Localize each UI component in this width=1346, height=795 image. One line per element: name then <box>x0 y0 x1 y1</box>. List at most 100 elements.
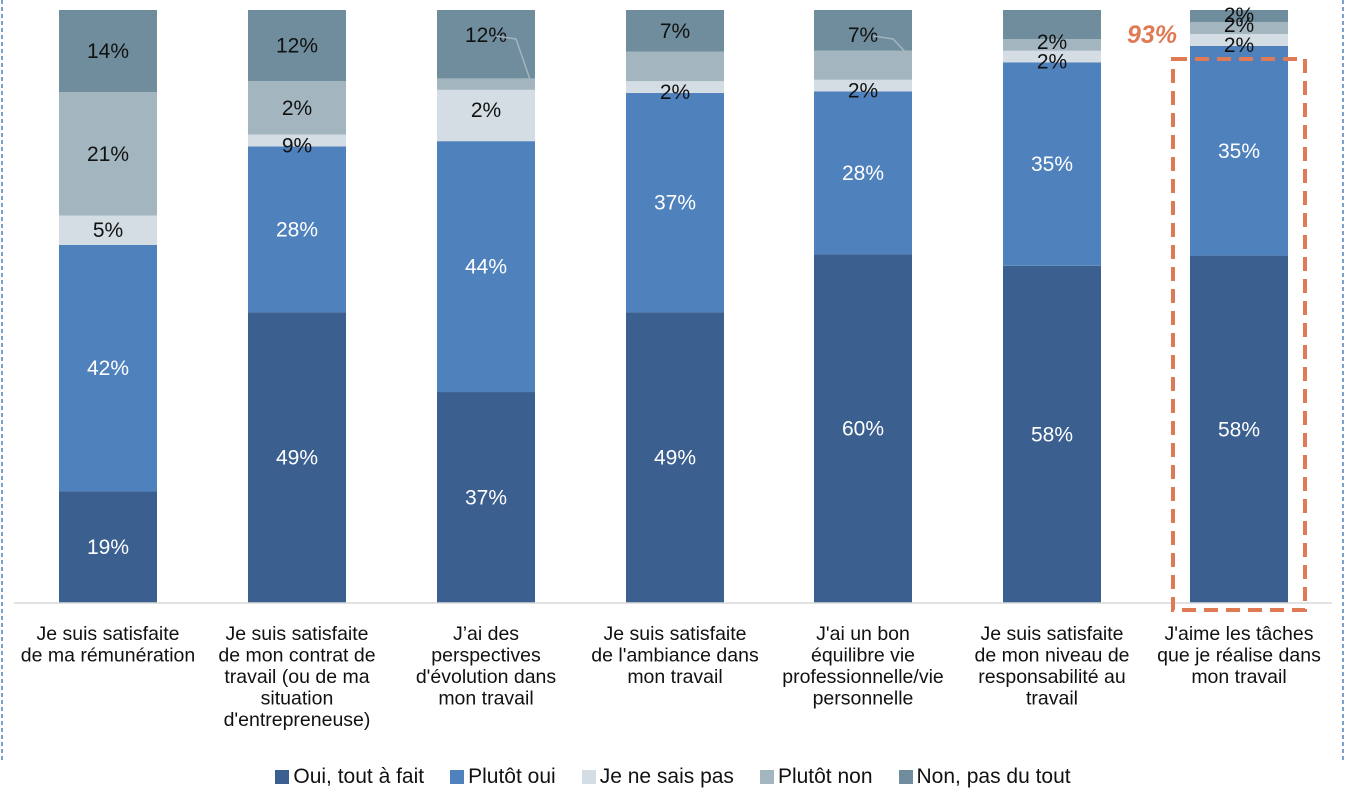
segment-labels-group: 19% 42% 5% 21% 14% 49% 28% 9% 2% 12% 37% 44% 2% 12% 49… <box>87 4 1260 559</box>
bar-segment <box>248 146 346 313</box>
bar-segment <box>437 141 535 393</box>
bar-segment <box>1003 10 1101 40</box>
bar-segment <box>814 79 912 92</box>
leader-line <box>495 35 532 83</box>
legend-label: Oui, tout à fait <box>293 765 425 788</box>
category-label: Je suis satisfaite de mon niveau de respon… <box>974 623 1129 710</box>
highlight-label: 93% <box>1127 21 1177 49</box>
bar-segment <box>59 491 157 603</box>
data-label: 2% <box>848 80 878 103</box>
category-label: J’ai des perspectives d'évolution dans mon … <box>416 623 557 710</box>
category-label: Je suis satisfaite de l'ambiance dans mon … <box>591 623 759 688</box>
data-label: 7% <box>660 20 690 43</box>
stacked-bar-chart: 19% 42% 5% 21% 14% 49% 28% 9% 2% 12% 37% 44% 2% 12% 49… <box>1 0 1344 760</box>
bar-segment <box>437 78 535 90</box>
leader-lines-group <box>495 35 909 83</box>
data-label: 21% <box>87 143 129 166</box>
data-label: 49% <box>654 447 696 470</box>
category-labels-group: Je suis satisfaite de ma rémunération Je s… <box>21 623 1321 731</box>
legend-swatch <box>759 770 774 784</box>
data-label: 2% <box>1224 4 1254 27</box>
data-label: 2% <box>471 99 501 122</box>
data-label: 2% <box>660 81 690 104</box>
data-label: 35% <box>1031 153 1073 176</box>
bar-segment <box>1003 62 1101 266</box>
legend-swatch <box>581 770 596 784</box>
legend-item: Plutôt non <box>759 765 873 789</box>
data-label: 49% <box>276 447 318 470</box>
category-label: J'ai un bon équilibre vie professionnelle/… <box>782 623 944 710</box>
bar-segment <box>437 89 535 142</box>
legend-label: Je ne sais pas <box>599 765 734 788</box>
legend-swatch <box>450 770 465 784</box>
category-label: Je suis satisfaite de mon contrat de trava… <box>218 623 375 731</box>
data-label: 28% <box>276 218 318 241</box>
bar-segment <box>1003 39 1101 51</box>
highlight-group: 93% <box>1127 21 1307 612</box>
legend-item: Plutôt oui <box>450 765 556 789</box>
data-label: 5% <box>93 219 123 242</box>
legend-swatch <box>275 770 290 784</box>
data-label: 12% <box>276 35 318 58</box>
bar-segment <box>248 81 346 135</box>
data-label: 9% <box>282 134 312 157</box>
bar-segment <box>814 10 912 51</box>
bar-segment <box>626 51 724 82</box>
bar-segment <box>1003 265 1101 603</box>
highlight-box <box>1171 57 1307 612</box>
legend-item: Oui, tout à fait <box>275 765 424 789</box>
data-label: 58% <box>1031 423 1073 446</box>
legend-label: Plutôt oui <box>468 765 556 788</box>
bar-segment <box>437 10 535 79</box>
bar-segment <box>626 10 724 52</box>
bar-segment <box>1190 255 1288 603</box>
data-label: 2% <box>1037 51 1067 74</box>
bar-segment <box>59 244 157 492</box>
category-label: Je suis satisfaite de ma rémunération <box>21 623 196 667</box>
bar-segment <box>1003 50 1101 63</box>
legend: Oui, tout à fait Plutôt oui Je ne sais pas… <box>0 762 1346 792</box>
bars-group <box>59 10 1288 604</box>
legend-item: Je ne sais pas <box>581 765 734 789</box>
bar-segment <box>1190 10 1288 22</box>
bar-segment <box>248 134 346 147</box>
legend-label: Non, pas du tout <box>916 765 1071 788</box>
bar-segment <box>814 254 912 604</box>
bar-segment <box>626 93 724 313</box>
bar-segment <box>248 312 346 603</box>
data-label: 58% <box>1218 418 1260 441</box>
data-label: 37% <box>654 192 696 215</box>
bar-segment <box>1190 21 1288 34</box>
data-label: 14% <box>87 40 129 63</box>
legend-swatch <box>898 770 913 784</box>
bar-segment <box>1190 33 1288 46</box>
data-label: 2% <box>1224 14 1254 37</box>
bar-segment <box>248 10 346 82</box>
data-label: 28% <box>842 162 884 185</box>
bar-segment <box>59 92 157 216</box>
bar-segment <box>626 81 724 94</box>
bar-segment <box>1190 45 1288 256</box>
data-label: 37% <box>465 487 507 510</box>
data-label: 60% <box>842 418 884 441</box>
data-label: 2% <box>282 97 312 120</box>
data-label: 19% <box>87 536 129 559</box>
bar-segment <box>814 50 912 80</box>
data-label: 42% <box>87 357 129 380</box>
data-label: 2% <box>1224 34 1254 57</box>
legend-item: Non, pas du tout <box>898 765 1071 789</box>
bar-segment <box>59 10 157 93</box>
category-label: J'aime les tâches que je réalise dans mon … <box>1157 623 1321 688</box>
data-label: 2% <box>1037 31 1067 54</box>
data-label: 35% <box>1218 140 1260 163</box>
bar-segment <box>626 312 724 603</box>
leader-line <box>872 35 909 56</box>
bar-segment <box>437 392 535 603</box>
bar-segment <box>814 91 912 255</box>
legend-label: Plutôt non <box>777 765 873 788</box>
data-label: 12% <box>465 24 507 47</box>
bar-segment <box>59 215 157 245</box>
data-label: 44% <box>465 256 507 279</box>
data-label: 7% <box>848 24 878 47</box>
